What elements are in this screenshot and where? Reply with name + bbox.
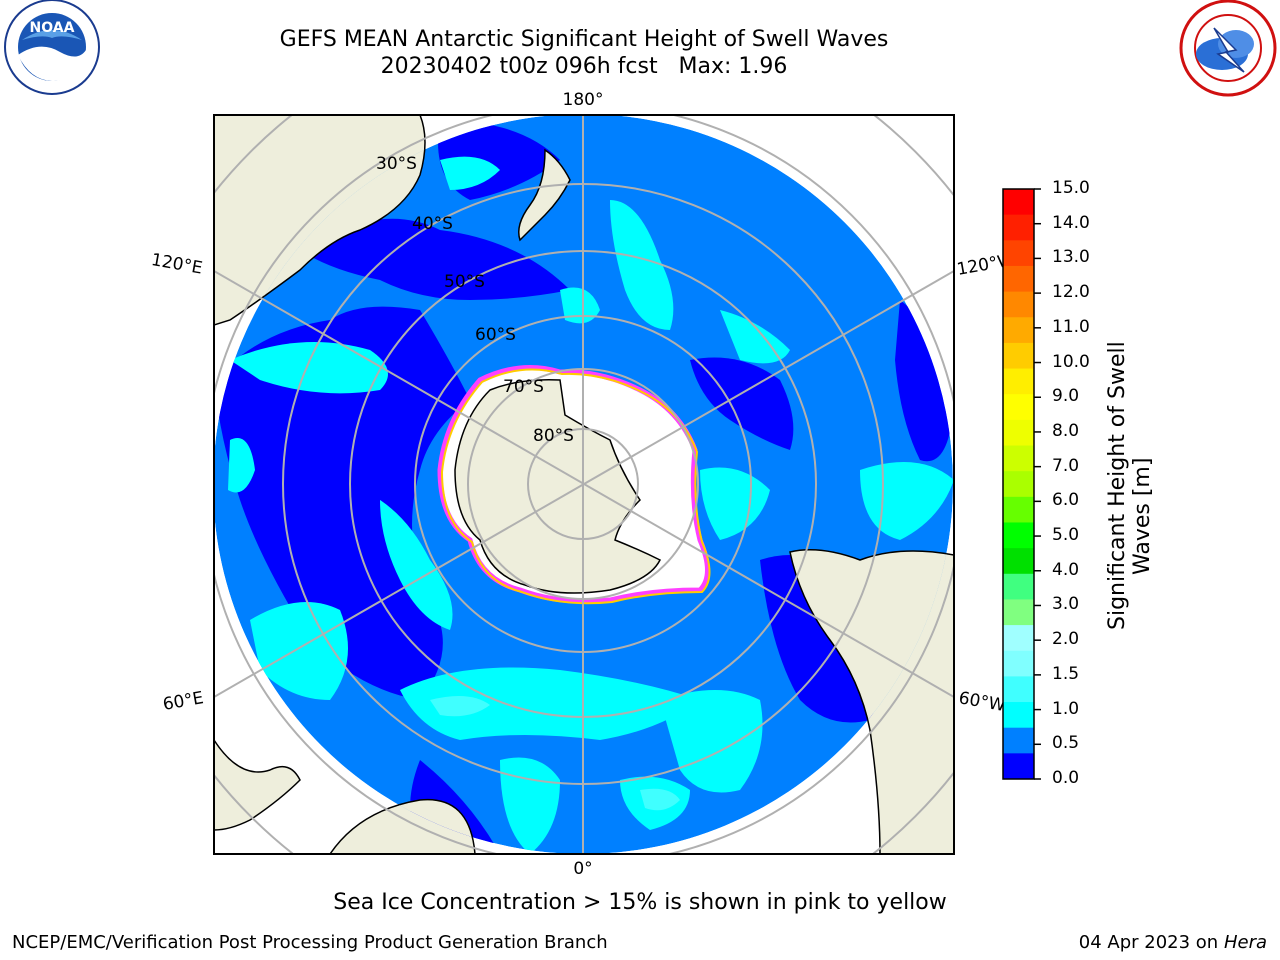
colorbar-segment — [1003, 394, 1034, 421]
colorbar-tick-label: 10.0 — [1052, 351, 1090, 372]
colorbar-tick-label: 4.0 — [1052, 559, 1080, 580]
colorbar-label: Significant Height of Swell Waves [m] — [1095, 330, 1165, 640]
antarctica — [454, 378, 662, 594]
chart-title: GEFS MEAN Antarctic Significant Height o… — [279, 27, 889, 52]
footer-branch: NCEP/EMC/Verification Post Processing Pr… — [12, 932, 608, 953]
lon-label-60w: 60°W — [957, 688, 1007, 716]
colorbar-segment — [1003, 573, 1034, 600]
colorbar-tick-label: 14.0 — [1052, 212, 1090, 233]
colorbar-tick-label: 7.0 — [1052, 455, 1080, 476]
colorbar — [1002, 188, 1041, 780]
colorbar-segment — [1003, 753, 1034, 780]
colorbar-tick-label: 1.0 — [1052, 698, 1080, 719]
colorbar-segment — [1003, 265, 1034, 293]
colorbar-tick-label: 13.0 — [1052, 247, 1090, 268]
sea-ice-note: Sea Ice Concentration > 15% is shown in … — [333, 890, 947, 915]
colorbar-segment — [1003, 445, 1034, 472]
colorbar-segment — [1003, 548, 1034, 575]
colorbar-tick-label: 9.0 — [1052, 386, 1080, 407]
colorbar-segment — [1003, 342, 1034, 370]
colorbar-tick-label: 0.0 — [1052, 768, 1080, 788]
colorbar-tick-label: 5.0 — [1052, 525, 1080, 546]
colorbar-segment — [1003, 471, 1034, 498]
colorbar-tick-label: 3.0 — [1052, 594, 1080, 615]
colorbar-segment — [1003, 625, 1034, 652]
nws-logo — [1179, 0, 1277, 97]
colorbar-segment — [1003, 419, 1034, 447]
lat-label-70s: 70°S — [503, 377, 544, 397]
colorbar-segment — [1003, 727, 1034, 754]
lat-label-60s: 60°S — [475, 325, 516, 345]
colorbar-tick-label: 12.0 — [1052, 282, 1090, 303]
colorbar-label-line2: Waves [m] — [1130, 457, 1155, 575]
footer-host: Hera — [1223, 932, 1267, 953]
colorbar-segment — [1003, 676, 1034, 703]
noaa-logo-text: NOAA — [30, 20, 75, 36]
footer-date-text: 04 Apr 2023 on — [1078, 932, 1224, 953]
colorbar-segment — [1003, 240, 1034, 267]
chart-subtitle: 20230402 t00z 096h fcst Max: 1.96 — [380, 54, 788, 79]
colorbar-segment — [1003, 317, 1034, 344]
colorbar-segment — [1003, 650, 1034, 677]
lat-label-30s: 30°S — [376, 154, 417, 174]
lat-label-50s: 50°S — [444, 272, 485, 292]
lon-label-180: 180° — [563, 90, 604, 110]
lon-label-120e: 120°E — [150, 250, 204, 279]
latitude-labels: 30°S 40°S 50°S 60°S 70°S 80°S — [376, 154, 574, 446]
noaa-logo: NOAA — [4, 0, 100, 95]
colorbar-segment — [1003, 496, 1034, 523]
colorbar-tick-label: 1.5 — [1052, 663, 1080, 684]
lon-label-60e: 60°E — [161, 688, 205, 715]
colorbar-segment — [1003, 702, 1034, 729]
colorbar-border — [1002, 188, 1035, 780]
colorbar-segment — [1003, 189, 1034, 216]
colorbar-segment — [1003, 368, 1034, 395]
colorbar-segment — [1003, 214, 1034, 241]
colorbar-tick-label: 6.0 — [1052, 490, 1080, 511]
colorbar-label-line1: Significant Height of Swell — [1105, 341, 1130, 630]
lon-label-0: 0° — [573, 859, 592, 879]
colorbar-tick-label: 11.0 — [1052, 316, 1090, 337]
colorbar-tick-label: 8.0 — [1052, 420, 1080, 441]
colorbar-tick-label: 0.5 — [1052, 733, 1080, 754]
colorbar-tick-label: 15.0 — [1052, 178, 1090, 198]
lat-label-40s: 40°S — [412, 214, 453, 234]
colorbar-segment — [1003, 599, 1034, 626]
footer-date: 04 Apr 2023 on Hera — [1079, 932, 1267, 953]
graticule — [214, 115, 954, 854]
colorbar-segment — [1003, 522, 1034, 549]
lat-label-80s: 80°S — [533, 426, 574, 446]
colorbar-segment — [1003, 291, 1034, 318]
colorbar-tick-label: 2.0 — [1052, 629, 1080, 650]
